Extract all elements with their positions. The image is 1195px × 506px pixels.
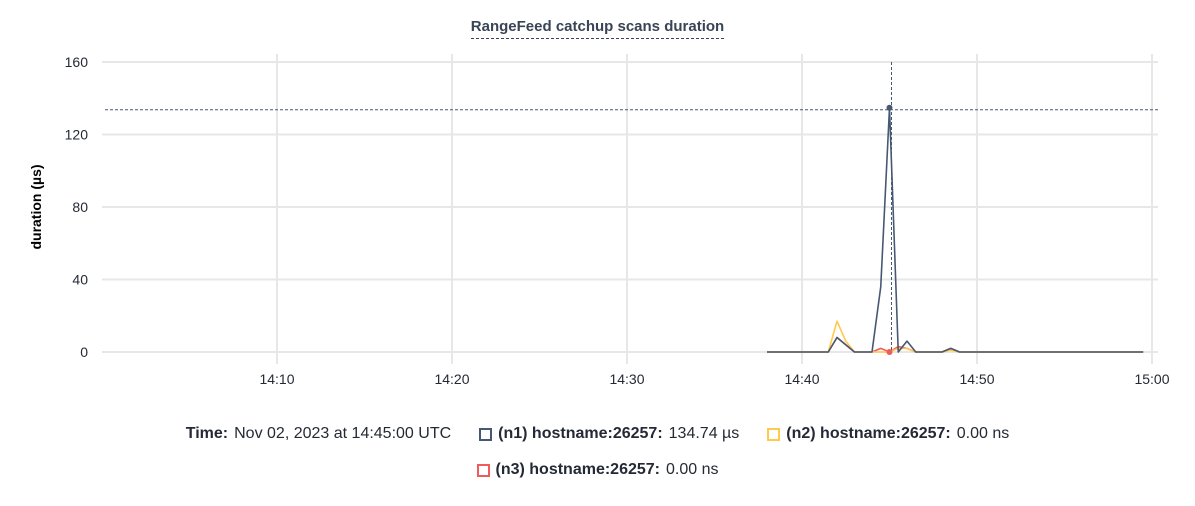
time-value: Nov 02, 2023 at 14:45:00 UTC [234,425,452,442]
y-tick-label: 40 [72,272,88,288]
x-tick-label: 14:40 [784,371,819,387]
legend-item-n3[interactable]: (n3) hostname:26257: 0.00 ns [476,461,719,479]
legend-swatch-n2 [767,427,781,441]
legend-value: 0.00 ns [956,425,1010,442]
legend-value: 0.00 ns [666,461,719,478]
chart-title-text[interactable]: RangeFeed catchup scans duration [470,18,725,39]
y-axis-label: duration (µs) [28,164,44,249]
legend-label: (n1) hostname:26257: [498,425,663,442]
time-label: Time: [185,425,229,442]
hover-point-n1 [886,104,893,111]
x-tick-label: 14:30 [609,371,644,387]
chart-title: RangeFeed catchup scans duration [0,18,1195,39]
y-tick-label: 80 [72,199,88,215]
legend-swatch-n1 [479,427,493,441]
x-tick-label: 14:20 [434,371,469,387]
legend-label: (n2) hostname:26257: [786,425,951,442]
series-line-n2 [767,320,1144,353]
legend-item-n1[interactable]: (n1) hostname:26257: 134.74 µs [479,425,739,443]
y-tick-label: 160 [65,54,89,70]
legend: Time: Nov 02, 2023 at 14:45:00 UTC (n1) … [0,424,1195,496]
legend-swatch-n3 [476,463,490,477]
y-tick-label: 120 [65,127,89,143]
legend-value: 134.74 µs [668,425,740,442]
line-chart[interactable]: 0 40 80 120 160 14:10 14:20 14:30 14:40 14:50 15:0… [0,0,1195,420]
x-tick-label: 14:10 [259,371,294,387]
legend-label: (n3) hostname:26257: [495,461,661,478]
series-line-n1 [767,106,1144,353]
hover-point-n3 [886,349,893,355]
legend-time: Time: Nov 02, 2023 at 14:45:00 UTC [186,425,451,443]
legend-item-n2[interactable]: (n2) hostname:26257: 0.00 ns [767,425,1009,443]
x-tick-label: 15:00 [1134,371,1169,387]
y-tick-label: 0 [80,344,88,360]
x-tick-label: 14:50 [959,371,994,387]
